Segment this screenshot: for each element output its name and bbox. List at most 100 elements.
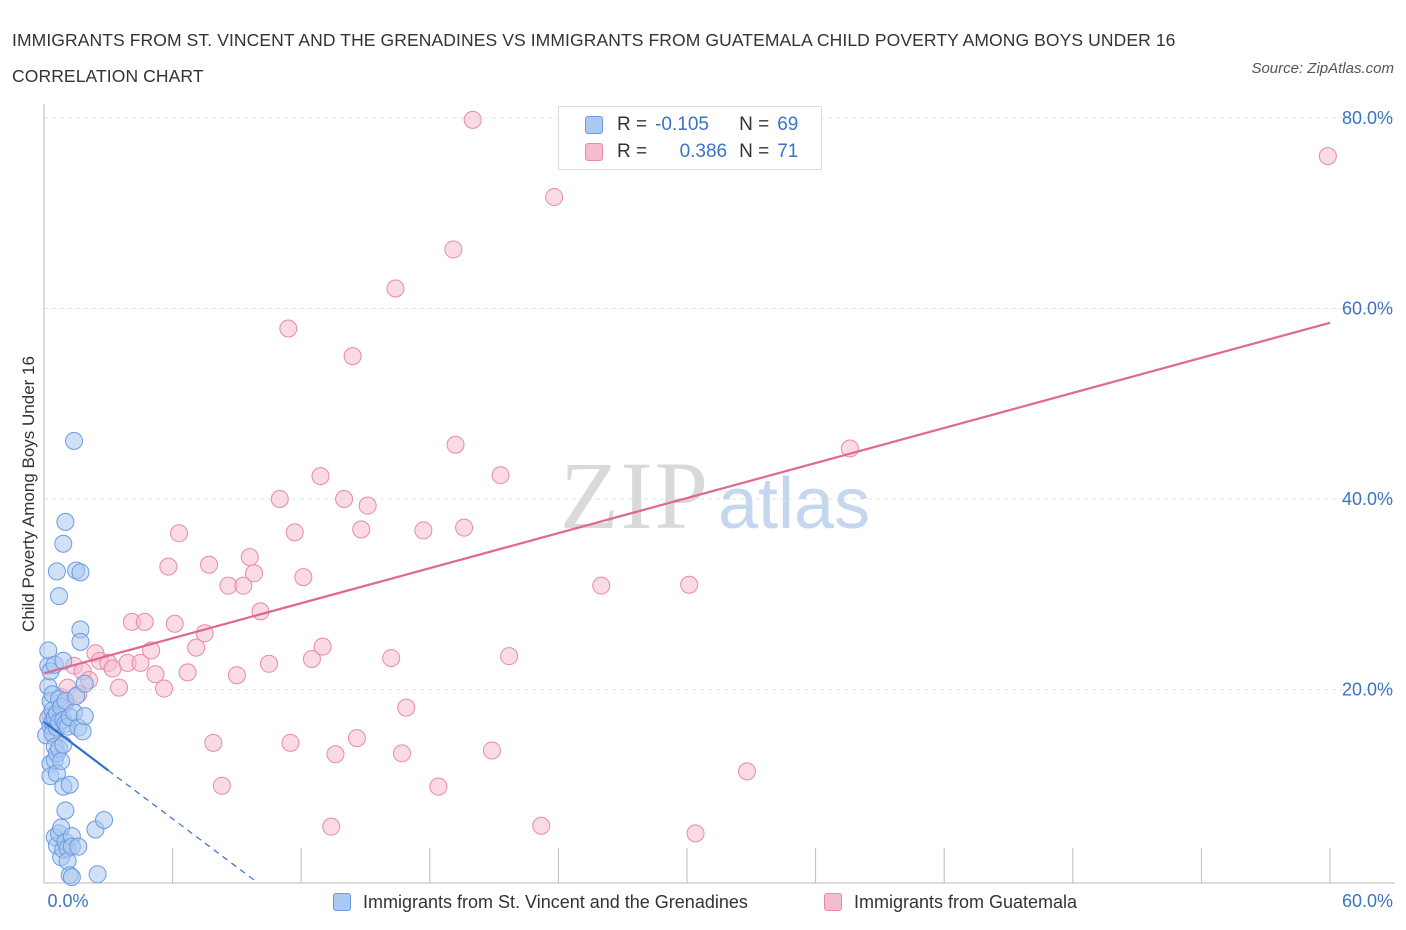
series-name-blue: Immigrants from St. Vincent and the Gren…	[363, 891, 748, 912]
blue-data-point	[75, 674, 94, 693]
pink-data-point	[227, 666, 246, 685]
series-legend-blue: Immigrants from St. Vincent and the Gren…	[333, 889, 748, 915]
series-name-pink: Immigrants from Guatemala	[854, 891, 1078, 912]
source-label: Source: ZipAtlas.com	[1251, 60, 1394, 77]
pink-data-point	[187, 638, 206, 657]
x-tick-label: 0.0%	[47, 891, 88, 911]
pink-data-point	[1318, 147, 1337, 166]
legend-n-value: 71	[777, 141, 799, 162]
y-tick-label: 80.0%	[1342, 108, 1393, 128]
pink-data-point	[146, 665, 165, 684]
pink-data-point	[482, 741, 501, 760]
pink-data-point	[131, 653, 150, 672]
legend-r-label: R =	[617, 141, 648, 162]
blue-data-point	[65, 431, 84, 450]
pink-data-point	[686, 824, 705, 843]
series-swatch-blue	[333, 893, 351, 911]
pink-data-point	[260, 654, 279, 673]
legend-swatch-pink	[585, 143, 603, 161]
pink-data-point	[463, 110, 482, 129]
y-tick-label: 20.0%	[1342, 680, 1393, 700]
y-axis-label: Child Poverty Among Boys Under 16	[19, 356, 38, 632]
pink-data-point	[313, 637, 332, 656]
blue-data-point	[47, 562, 66, 581]
watermark-zip: ZIP	[560, 442, 710, 549]
blue-data-point	[95, 810, 114, 829]
pink-data-point	[680, 575, 699, 594]
blue-data-point	[56, 801, 75, 820]
pink-data-point	[103, 659, 122, 678]
pink-data-point	[302, 650, 321, 669]
legend-r-label: R =	[617, 114, 648, 135]
pink-data-point	[532, 816, 551, 835]
blue-data-point	[71, 563, 90, 582]
pink-data-point	[285, 523, 304, 542]
pink-data-point	[455, 518, 474, 537]
pink-data-point	[110, 678, 129, 697]
pink-data-point	[281, 733, 300, 752]
pink-data-point	[234, 576, 253, 595]
pink-data-point	[545, 188, 564, 207]
blue-points-layer	[37, 431, 114, 887]
pink-data-point	[491, 466, 510, 485]
pink-data-point	[135, 612, 154, 631]
pink-data-point	[200, 555, 219, 574]
blue-trend-extension	[107, 769, 255, 881]
pink-points-layer	[41, 110, 1337, 843]
series-legend-pink: Immigrants from Guatemala	[824, 889, 1077, 915]
legend-n-value: 69	[777, 114, 799, 135]
blue-trend-line	[43, 721, 109, 772]
blue-data-point	[54, 651, 73, 670]
pink-data-point	[219, 576, 238, 595]
pink-data-point	[212, 776, 231, 795]
pink-data-point	[240, 548, 259, 567]
pink-data-point	[352, 520, 371, 539]
y-tick-label: 40.0%	[1342, 489, 1393, 509]
blue-data-point	[62, 868, 81, 887]
pink-data-point	[245, 564, 264, 583]
series-swatch-pink	[824, 893, 842, 911]
blue-data-point	[56, 512, 75, 531]
legend-r-value: -0.105	[655, 114, 709, 135]
pink-data-point	[386, 279, 405, 298]
legend-n-label: N =	[739, 114, 770, 135]
pink-data-point	[392, 744, 411, 763]
pink-data-point	[279, 319, 298, 338]
watermark-atlas: atlas	[718, 464, 870, 544]
legend-r-value: 0.386	[679, 141, 728, 162]
pink-data-point	[738, 762, 757, 781]
stats-legend: R = -0.105 N = 69 R = 0.386 N = 71	[558, 106, 822, 170]
pink-data-point	[446, 435, 465, 454]
pink-data-point	[347, 729, 366, 748]
pink-data-point	[326, 745, 345, 764]
pink-data-point	[414, 521, 433, 540]
pink-data-point	[311, 467, 330, 486]
pink-data-point	[178, 663, 197, 682]
blue-data-point	[88, 865, 107, 884]
legend-row-pink: R = 0.386 N = 71	[585, 140, 798, 164]
blue-data-point	[71, 632, 90, 651]
y-tick-label: 60.0%	[1342, 299, 1393, 319]
watermark: ZIP atlas	[560, 442, 870, 549]
x-tick-label: 60.0%	[1342, 891, 1393, 911]
blue-data-point	[54, 735, 73, 754]
pink-data-point	[444, 240, 463, 259]
pink-data-point	[204, 733, 223, 752]
pink-data-point	[382, 649, 401, 668]
pink-data-point	[251, 602, 270, 621]
pink-data-point	[155, 679, 174, 698]
blue-data-point	[54, 534, 73, 553]
legend-row-blue: R = -0.105 N = 69	[585, 113, 798, 137]
pink-data-point	[294, 568, 313, 587]
pink-data-point	[592, 576, 611, 595]
blue-data-point	[60, 775, 79, 794]
blue-data-point	[67, 687, 86, 706]
blue-data-point	[73, 722, 92, 741]
grid-layer	[44, 117, 1395, 690]
trend-layer	[43, 321, 1331, 881]
pink-data-point	[429, 777, 448, 796]
legend-swatch-blue	[585, 116, 603, 134]
pink-data-point	[500, 647, 519, 666]
pink-data-point	[335, 490, 354, 508]
